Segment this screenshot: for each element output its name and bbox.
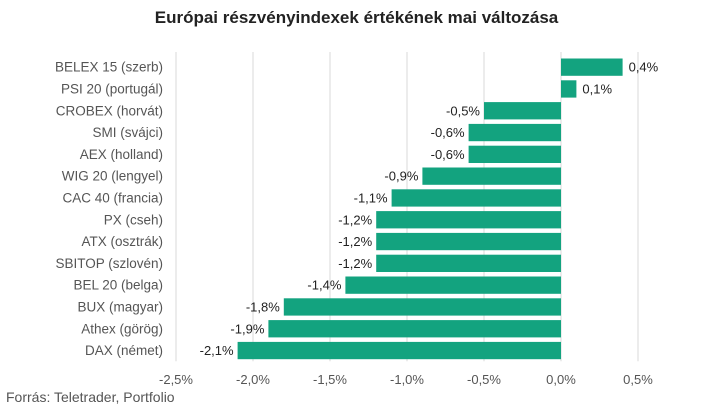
value-label: -2,1% — [200, 343, 234, 358]
category-label: Athex (görög) — [81, 321, 163, 336]
x-tick-label: 0,5% — [623, 372, 653, 387]
value-label: 0,4% — [629, 60, 659, 75]
category-label: SMI (svájci) — [93, 125, 164, 140]
bar — [283, 298, 561, 316]
category-label: PX (cseh) — [104, 212, 163, 227]
category-label: AEX (holland) — [80, 147, 163, 162]
bar — [268, 320, 561, 338]
bar — [561, 58, 623, 76]
bar — [237, 341, 561, 360]
bar — [376, 232, 561, 251]
category-labels: BELEX 15 (szerb) PSI 20 (portugál) CROBEX … — [55, 60, 163, 358]
value-label: -1,9% — [230, 321, 264, 336]
x-axis-ticks: -2,5% -2,0% -1,5% -1,0% -0,5% 0,0% 0,5% — [159, 372, 653, 387]
bar — [468, 145, 561, 163]
value-labels: 0,4% 0,1% -0,5% -0,6% -0,6% -0,9% -1,1% -1,2% -1… — [200, 60, 659, 358]
source-note: Forrás: Teletrader, Portfolio — [6, 389, 175, 405]
category-label: BUX (magyar) — [77, 299, 163, 314]
category-label: BEL 20 (belga) — [73, 278, 163, 293]
bar — [484, 102, 561, 120]
bar — [422, 167, 561, 185]
bars — [237, 58, 623, 360]
category-label: PSI 20 (portugál) — [61, 81, 163, 96]
bar — [561, 80, 577, 98]
bar — [376, 211, 561, 229]
value-label: -1,8% — [246, 299, 280, 314]
bar — [376, 254, 561, 272]
x-tick-label: -0,5% — [467, 372, 501, 387]
x-tick-label: -2,5% — [159, 372, 193, 387]
bar — [345, 276, 561, 294]
value-label: -1,2% — [338, 256, 372, 271]
value-label: -1,1% — [354, 190, 388, 205]
value-label: -0,6% — [431, 125, 465, 140]
value-label: 0,1% — [582, 81, 612, 96]
x-tick-label: 0,0% — [546, 372, 576, 387]
value-label: -0,6% — [431, 147, 465, 162]
value-label: -1,2% — [338, 234, 372, 249]
value-label: -1,4% — [307, 278, 341, 293]
x-tick-label: -1,5% — [313, 372, 347, 387]
category-label: SBITOP (szlovén) — [55, 256, 163, 271]
x-tick-label: -2,0% — [236, 372, 270, 387]
bar — [468, 123, 561, 142]
value-label: -0,9% — [384, 169, 418, 184]
category-label: CROBEX (horvát) — [56, 103, 163, 118]
bar — [391, 189, 561, 207]
x-tick-label: -1,0% — [390, 372, 424, 387]
value-label: -0,5% — [446, 103, 480, 118]
category-label: ATX (osztrák) — [81, 234, 163, 249]
value-label: -1,2% — [338, 212, 372, 227]
category-label: WIG 20 (lengyel) — [62, 169, 163, 184]
category-label: CAC 40 (francia) — [62, 190, 163, 205]
category-label: BELEX 15 (szerb) — [55, 60, 163, 75]
category-label: DAX (német) — [85, 343, 163, 358]
chart-title: Európai részvényindexek értékének mai vá… — [154, 8, 559, 27]
